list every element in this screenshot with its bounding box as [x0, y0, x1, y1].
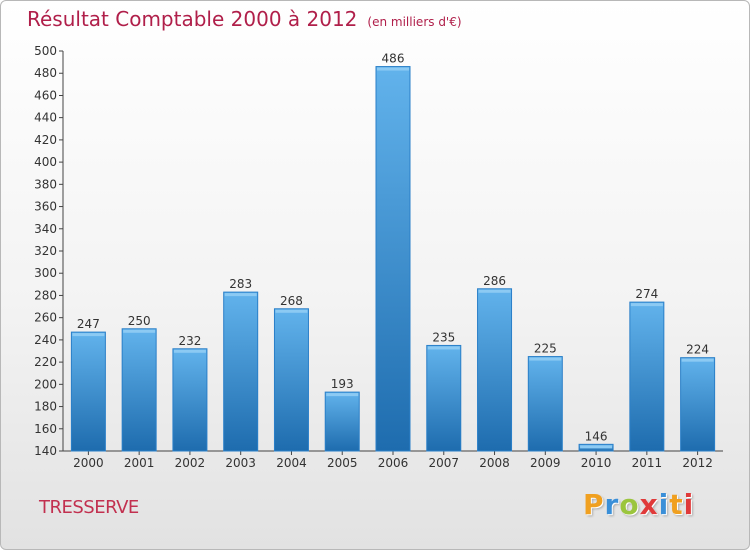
- x-tick-label: 2008: [479, 456, 510, 470]
- y-tick-label: 140: [34, 444, 57, 458]
- chart-title: Résultat Comptable 2000 à 2012 (en millie…: [27, 7, 462, 31]
- city-name: TRESSERVE: [39, 497, 139, 518]
- x-tick-label: 2004: [276, 456, 307, 470]
- y-tick-label: 420: [34, 133, 57, 147]
- x-tick-label: 2002: [175, 456, 206, 470]
- bar-2007[interactable]: [426, 344, 462, 452]
- chart-axes: 140 160 180 200 220 240 260 280 300 320 340 360 380 4…: [34, 44, 723, 470]
- x-tick-label: 2011: [632, 456, 663, 470]
- logo-letter: P: [583, 488, 605, 521]
- y-tick-label: 180: [34, 400, 57, 414]
- x-tick-label: 2009: [530, 456, 561, 470]
- x-tick-label: 2010: [581, 456, 612, 470]
- bar-highlight: [72, 333, 105, 337]
- y-tick-label: 240: [34, 333, 57, 347]
- x-tick-label: 2001: [124, 456, 155, 470]
- y-tick-label: 160: [34, 422, 57, 436]
- bar-2009[interactable]: [527, 356, 563, 452]
- y-tick-label: 480: [34, 66, 57, 80]
- value-label-2004: 268: [280, 294, 303, 308]
- x-tick-label: 2007: [428, 456, 459, 470]
- value-label-2012: 224: [686, 343, 709, 357]
- bar-2001[interactable]: [121, 328, 157, 452]
- value-label-2010: 146: [585, 429, 608, 443]
- y-tick-label: 220: [34, 355, 57, 369]
- y-tick-label: 500: [34, 44, 57, 58]
- logo-letter: o: [619, 488, 640, 521]
- x-tick-label: 2006: [378, 456, 409, 470]
- bar-highlight: [224, 293, 257, 297]
- bar-2003[interactable]: [223, 291, 259, 452]
- bar-2002[interactable]: [172, 348, 208, 452]
- y-tick-label: 340: [34, 222, 57, 236]
- y-tick-label: 320: [34, 244, 57, 258]
- bar-2004[interactable]: [273, 308, 309, 452]
- bar-highlight: [529, 357, 562, 361]
- y-tick-label: 460: [34, 88, 57, 102]
- bar-highlight: [580, 445, 613, 449]
- chart-bars: [70, 66, 716, 452]
- x-tick-label: 2003: [225, 456, 256, 470]
- bar-highlight: [326, 393, 359, 397]
- bar-2011[interactable]: [629, 301, 665, 452]
- logo-letter: r: [604, 488, 620, 521]
- value-label-2006: 486: [382, 52, 405, 66]
- logo-letter: i: [683, 488, 695, 521]
- bar-2012[interactable]: [680, 357, 716, 452]
- y-tick-label: 200: [34, 377, 57, 391]
- value-label-2008: 286: [483, 274, 506, 288]
- bar-highlight: [123, 329, 156, 333]
- value-label-2000: 247: [77, 317, 100, 331]
- bar-highlight: [173, 349, 206, 353]
- proxiti-logo[interactable]: Proxiti: [583, 488, 694, 521]
- y-tick-label: 360: [34, 200, 57, 214]
- x-tick-label: 2012: [682, 456, 713, 470]
- value-label-2003: 283: [229, 277, 252, 291]
- bar-highlight: [275, 309, 308, 313]
- bar-highlight: [427, 346, 460, 350]
- value-label-2009: 225: [534, 342, 557, 356]
- x-tick-label: 2000: [73, 456, 104, 470]
- bar-highlight: [478, 289, 511, 293]
- bar-2005[interactable]: [324, 391, 360, 452]
- logo-letter: i: [658, 488, 670, 521]
- bar-highlight: [377, 67, 409, 71]
- value-label-2011: 274: [635, 287, 658, 301]
- y-tick-label: 380: [34, 177, 57, 191]
- value-label-2002: 232: [178, 334, 201, 348]
- bar-2006[interactable]: [375, 66, 411, 452]
- value-label-2007: 235: [432, 330, 455, 344]
- chart-subtitle: (en milliers d'€): [367, 15, 462, 29]
- value-label-2005: 193: [331, 377, 354, 391]
- y-tick-label: 440: [34, 111, 57, 125]
- y-tick-label: 400: [34, 155, 57, 169]
- logo-letter: x: [639, 488, 659, 521]
- y-tick-label: 260: [34, 311, 57, 325]
- chart-labels: 247 250 232 283 268 193 486 235 286 225 146 274 224: [77, 52, 709, 444]
- bar-2008[interactable]: [477, 288, 513, 452]
- bar-2000[interactable]: [70, 331, 106, 452]
- value-label-2001: 250: [128, 314, 151, 328]
- bar-highlight: [681, 358, 714, 362]
- y-tick-label: 280: [34, 288, 57, 302]
- bar-highlight: [630, 303, 663, 307]
- x-tick-label: 2005: [327, 456, 358, 470]
- logo-letter: t: [669, 488, 684, 521]
- chart-title-text: Résultat Comptable 2000 à 2012: [27, 7, 358, 31]
- y-tick-label: 300: [34, 266, 57, 280]
